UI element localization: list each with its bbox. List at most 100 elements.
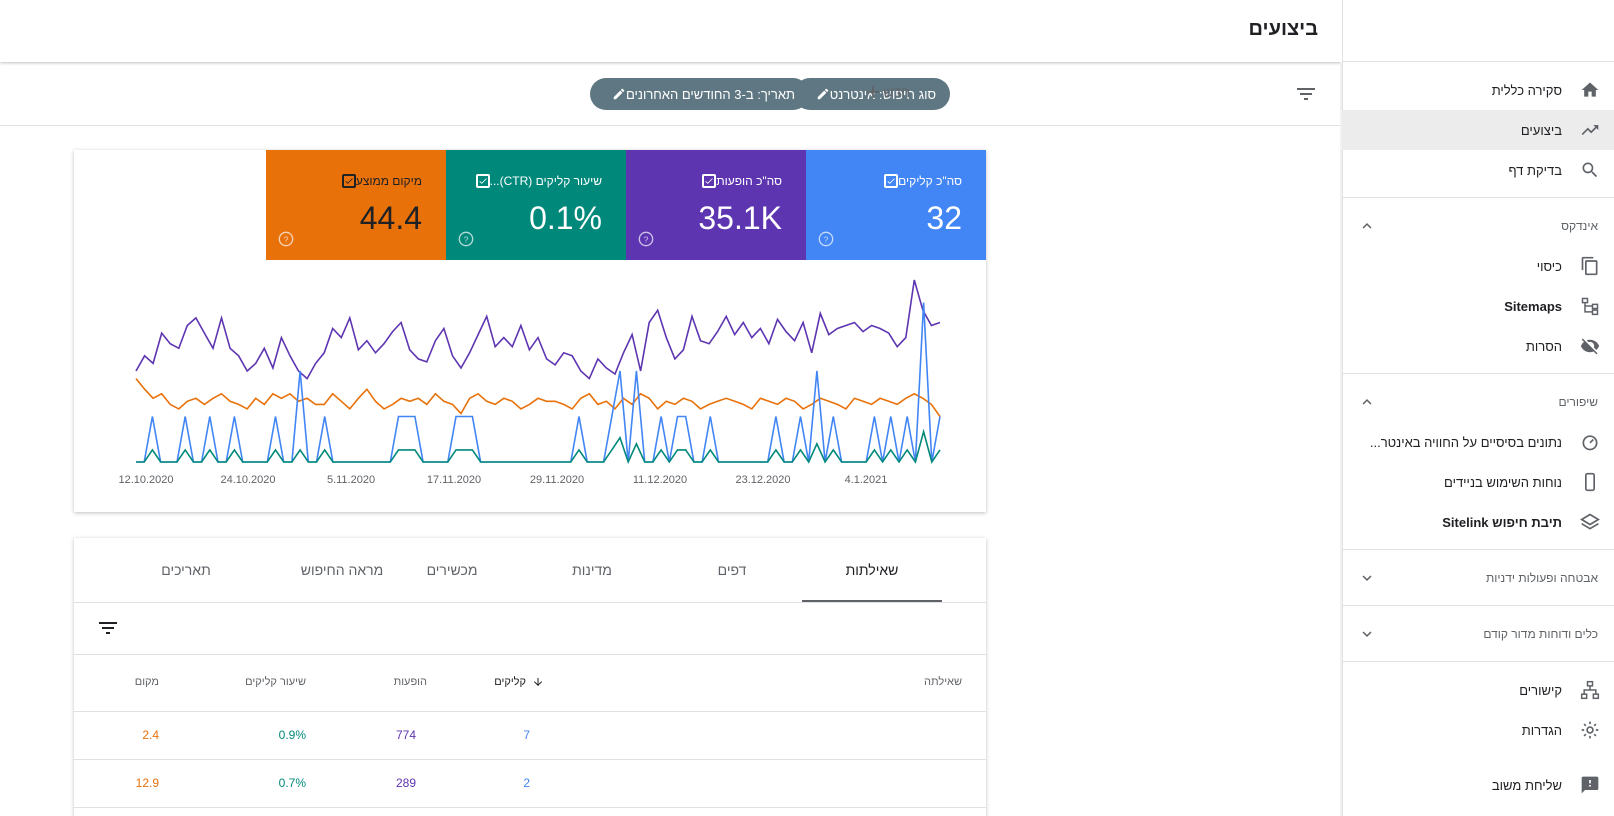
search-type-chip[interactable]: סוג חיפוש: אינטרנט [793,78,950,110]
column-header-clicks[interactable]: קליקים [494,676,544,688]
cell-impressions: 774 [395,728,416,742]
cell-position: 2.4 [142,728,159,742]
x-tick-label: 24.10.2020 [220,474,275,486]
trending-up-icon [1578,118,1602,142]
column-header-position[interactable]: מקום [134,676,159,688]
sidebar-divider [1342,197,1614,198]
sidebar-section-improvements[interactable]: שיפורים [1342,382,1614,422]
metric-label: מיקום ממוצע [355,174,422,188]
layers-icon [1578,510,1602,534]
sidebar-item-overview[interactable]: סקירה כללית [1342,70,1614,110]
help-icon[interactable]: ? [818,231,834,247]
svg-text:?: ? [284,234,289,244]
tab-countries[interactable]: מדינות [572,562,612,578]
tab-devices[interactable]: מכשירים [426,562,478,578]
plus-icon [863,82,883,102]
metric-value: 35.1K [698,200,782,236]
sidebar-item-label: נתונים בסיסיים על החוויה באינטר... [1369,434,1562,450]
date-chip[interactable]: תאריך: ב-3 החודשים האחרונים [589,78,809,110]
sidebar-section-label: אבטחה ופעולות ידניות [1486,571,1598,585]
help-icon[interactable]: ? [638,231,654,247]
row-divider [74,711,986,712]
copy-pages-icon [1578,254,1602,278]
metric-value: 44.4 [359,200,422,236]
tab-dates[interactable]: תאריכים [161,562,211,578]
feedback-icon [1578,773,1602,797]
new-filter-button[interactable]: חדש [855,82,910,102]
sitemap-icon [1578,294,1602,318]
metric-label: סה"כ קליקים [898,174,962,188]
tab-pages[interactable]: דפים [717,562,747,578]
svg-text:?: ? [464,234,469,244]
column-header-query[interactable]: שאילתה [924,676,962,688]
cell-clicks: 7 [523,728,530,742]
sidebar-section-legacy[interactable]: כלים ודוחות מדור קודם [1342,614,1614,654]
sidebar-section-label: שיפורים [1558,395,1599,409]
cell-position: 12.9 [135,776,159,790]
column-header-impressions[interactable]: הופעות [393,676,427,688]
page-title: ביצועים [1248,18,1318,40]
sidebar-item-label: הגדרות [1521,722,1562,738]
sidebar-item-links[interactable]: קישורים [1342,670,1614,710]
help-icon[interactable]: ? [458,231,474,247]
help-icon[interactable]: ? [278,231,294,247]
sidebar-item-mobile-usability[interactable]: נוחות השימוש בניידים [1342,462,1614,502]
sidebar-item-sitelinks-searchbox[interactable]: תיבת חיפוש Sitelink [1342,502,1614,542]
x-tick-label: 17.11.2020 [427,474,481,486]
sidebar-section-security[interactable]: אבטחה ופעולות ידניות [1342,558,1614,598]
table-filter-icon[interactable] [96,616,120,640]
sort-down-icon [532,676,544,688]
sidebar-item-coverage[interactable]: כיסוי [1342,246,1614,286]
speedometer-icon [1578,430,1602,454]
sidebar-item-core-web-vitals[interactable]: נתונים בסיסיים על החוויה באינטר... [1342,422,1614,462]
sidebar-item-removals[interactable]: הסרות [1342,326,1614,366]
checkbox-icon[interactable] [884,174,899,188]
sidebar-divider [1342,373,1614,374]
performance-card: סה"כ קליקים 32 ? סה"כ הופעות 35.1K ? שיע… [74,150,986,512]
edit-icon [612,87,626,101]
tab-queries[interactable]: שאילתות [802,538,942,602]
metric-total-clicks[interactable]: סה"כ קליקים 32 ? [806,150,986,260]
checkbox-icon[interactable] [475,174,490,188]
links-icon [1578,678,1602,702]
checkbox-icon[interactable] [341,174,356,188]
sidebar-item-label: בדיקת דף [1508,162,1562,178]
filter-bar: סוג חיפוש: אינטרנט תאריך: ב-3 החודשים הא… [0,62,1340,126]
sidebar-section-index[interactable]: אינדקס [1342,206,1614,246]
metric-avg-position[interactable]: מיקום ממוצע 44.4 ? [266,150,446,260]
x-tick-label: 5.11.2020 [327,474,375,486]
eye-off-icon [1578,334,1602,358]
chevron-down-icon [1358,569,1376,587]
sidebar-item-label: סקירה כללית [1491,82,1562,98]
sidebar-logo-area [1343,0,1614,62]
tab-search-appearance[interactable]: מראה החיפוש [300,562,384,578]
metric-label: סה"כ הופעות [716,174,782,188]
x-tick-label: 23.12.2020 [735,474,790,486]
home-icon [1578,78,1602,102]
column-header-ctr[interactable]: שיעור קליקים [245,676,306,688]
sidebar-item-settings[interactable]: הגדרות [1342,710,1614,750]
sidebar-item-performance[interactable]: ביצועים [1342,110,1614,150]
new-filter-label: חדש [883,84,911,100]
svg-text:?: ? [824,234,829,244]
chevron-up-icon [1358,393,1376,411]
sidebar-item-label: שליחת משוב [1491,777,1562,793]
checkbox-icon[interactable] [702,174,717,188]
performance-chart: 12.10.2020 24.10.2020 5.11.2020 17.11.2020 2… [118,279,941,486]
x-tick-label: 12.10.2020 [118,474,173,486]
cell-clicks: 2 [523,776,530,790]
sidebar-item-url-inspection[interactable]: בדיקת דף [1342,150,1614,190]
table-card: שאילתות דפים מדינות מכשירים מראה החיפוש … [74,538,986,816]
metric-ctr[interactable]: שיעור קליקים (CTR)... 0.1% ? [446,150,626,260]
sidebar-item-label: הסרות [1525,338,1562,354]
filter-icon[interactable] [1294,82,1318,106]
sidebar-item-feedback[interactable]: שליחת משוב [1342,765,1614,805]
metric-total-impressions[interactable]: סה"כ הופעות 35.1K ? [626,150,806,260]
x-tick-label: 11.12.2020 [633,474,687,486]
row-divider [74,759,986,760]
sidebar-item-label: תיבת חיפוש Sitelink [1442,514,1562,530]
sidebar-item-sitemaps[interactable]: Sitemaps [1342,286,1614,326]
metric-label: שיעור קליקים (CTR)... [489,174,602,188]
sidebar-item-label: קישורים [1519,682,1562,698]
x-tick-label: 4.1.2021 [845,474,888,486]
